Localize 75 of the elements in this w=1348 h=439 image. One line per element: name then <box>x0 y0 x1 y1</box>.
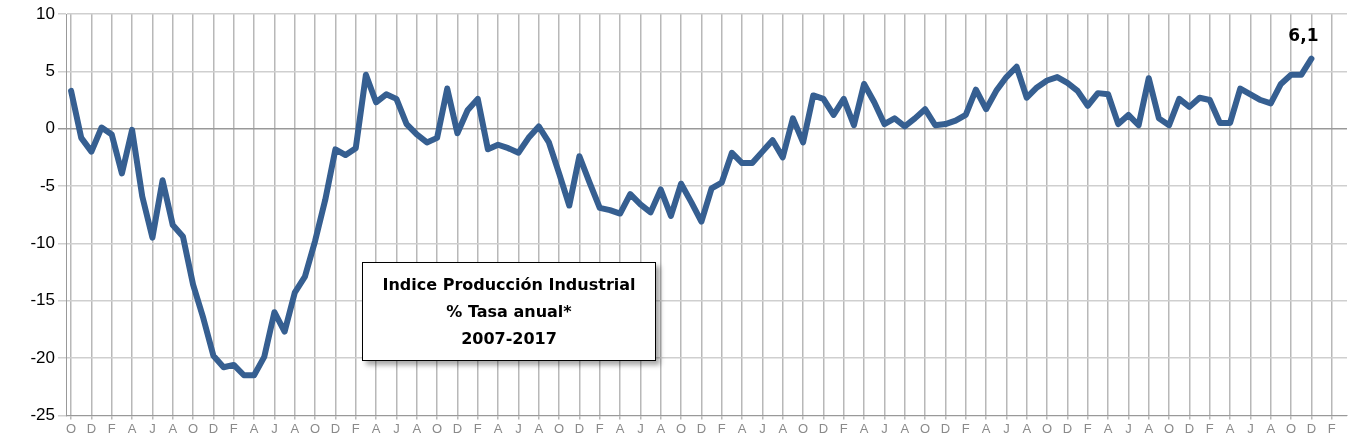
x-tick-label: A <box>656 420 666 436</box>
x-tick-label: D <box>86 420 97 436</box>
x-tick-label: J <box>1125 420 1132 436</box>
x-tick-label: D <box>940 420 951 436</box>
x-tick-label: A <box>412 420 422 436</box>
x-tick-label: D <box>1184 420 1195 436</box>
x-tick-label: O <box>432 420 443 436</box>
x-tick-label: A <box>737 420 747 436</box>
y-tick-label: 10 <box>36 3 55 23</box>
x-tick-label: O <box>1286 420 1297 436</box>
annotation: 2007-2017 <box>460 328 558 350</box>
y-tick-label: -25 <box>30 405 55 425</box>
x-tick-label: F <box>351 420 360 436</box>
x-tick-label: J <box>515 420 522 436</box>
x-tick-label: D <box>452 420 463 436</box>
x-tick-label: F <box>1083 420 1092 436</box>
x-tick-label: A <box>1225 420 1235 436</box>
x-tick-label: A <box>778 420 788 436</box>
x-tick-label: F <box>473 420 482 436</box>
x-tick-label: O <box>798 420 809 436</box>
x-tick-label: O <box>310 420 321 436</box>
x-tick-label: A <box>1144 420 1154 436</box>
x-tick-label: D <box>330 420 341 436</box>
x-tick-label: D <box>1062 420 1073 436</box>
x-tick-label: J <box>1003 420 1010 436</box>
data-label: 6,1 <box>1288 24 1319 45</box>
x-tick-label: A <box>859 420 869 436</box>
x-tick-label: O <box>676 420 687 436</box>
x-tick-label: J <box>881 420 888 436</box>
y-tick-label: 0 <box>45 118 55 138</box>
x-tick-label: A <box>981 420 991 436</box>
x-tick-label: A <box>1103 420 1113 436</box>
x-tick-label: F <box>839 420 848 436</box>
x-tick-label: O <box>1042 420 1053 436</box>
text: Indice Producción Industrial <box>381 274 637 296</box>
x-tick-label: A <box>127 420 137 436</box>
x-tick-label: A <box>493 420 503 436</box>
text: % Tasa anual* <box>445 301 573 323</box>
x-tick-label: F <box>107 420 116 436</box>
x-tick-label: D <box>1306 420 1317 436</box>
y-tick-label: -20 <box>30 347 55 367</box>
x-tick-label: O <box>188 420 199 436</box>
x-tick-label: A <box>1266 420 1276 436</box>
y-tick-label: -15 <box>30 290 55 310</box>
x-tick-label: J <box>149 420 156 436</box>
x-tick-label: O <box>554 420 565 436</box>
x-tick-label: J <box>637 420 644 436</box>
x-tick-label: O <box>66 420 77 436</box>
x-tick-label: F <box>717 420 726 436</box>
x-tick-label: F <box>1327 420 1336 436</box>
y-tick-label: -5 <box>39 175 55 195</box>
x-tick-label: F <box>595 420 604 436</box>
x-tick-label: A <box>290 420 300 436</box>
y-tick-label: -10 <box>30 233 55 253</box>
x-tick-label: D <box>208 420 219 436</box>
x-tick-label: A <box>168 420 178 436</box>
x-tick-label: D <box>574 420 585 436</box>
x-tick-label: O <box>1164 420 1175 436</box>
x-tick-label: A <box>900 420 910 436</box>
x-tick-label: J <box>1247 420 1254 436</box>
x-tick-label: D <box>696 420 707 436</box>
x-tick-label: D <box>818 420 829 436</box>
x-tick-label: O <box>920 420 931 436</box>
y-tick-label: 5 <box>45 61 55 81</box>
x-tick-label: F <box>229 420 238 436</box>
x-tick-label: J <box>759 420 766 436</box>
x-tick-label: A <box>534 420 544 436</box>
x-tick-label: A <box>615 420 625 436</box>
x-tick-label: A <box>1022 420 1032 436</box>
x-tick-label: F <box>1205 420 1214 436</box>
x-tick-label: A <box>371 420 381 436</box>
x-tick-label: A <box>249 420 259 436</box>
x-tick-label: J <box>271 420 278 436</box>
x-tick-label: F <box>961 420 970 436</box>
x-tick-label: J <box>393 420 400 436</box>
